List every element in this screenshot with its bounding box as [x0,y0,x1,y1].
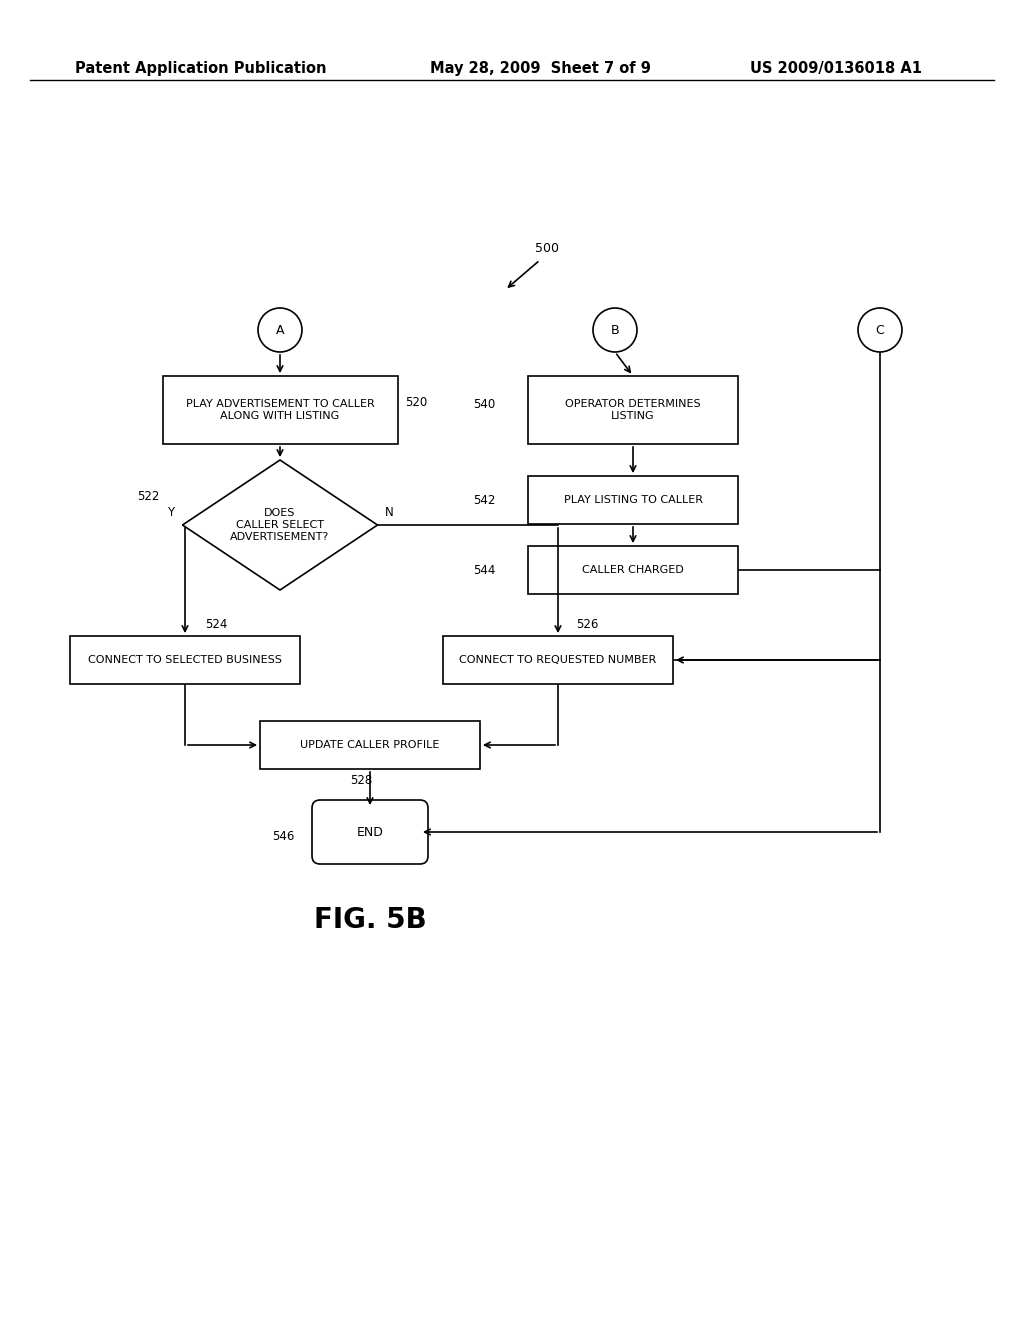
Text: 522: 522 [137,491,160,503]
Text: 526: 526 [575,618,598,631]
Text: DOES
CALLER SELECT
ADVERTISEMENT?: DOES CALLER SELECT ADVERTISEMENT? [230,508,330,541]
Text: Y: Y [167,507,174,520]
Text: C: C [876,323,885,337]
Text: 544: 544 [473,564,496,577]
Text: Patent Application Publication: Patent Application Publication [75,61,327,75]
FancyBboxPatch shape [528,477,738,524]
Text: CONNECT TO SELECTED BUSINESS: CONNECT TO SELECTED BUSINESS [88,655,282,665]
FancyBboxPatch shape [528,546,738,594]
Text: END: END [356,825,383,838]
Text: 540: 540 [473,399,496,412]
Text: 524: 524 [205,618,227,631]
Text: FIG. 5B: FIG. 5B [313,906,426,935]
FancyBboxPatch shape [260,721,480,770]
Text: US 2009/0136018 A1: US 2009/0136018 A1 [750,61,922,75]
FancyBboxPatch shape [312,800,428,865]
Text: 542: 542 [473,494,496,507]
Text: 528: 528 [350,774,373,787]
Circle shape [593,308,637,352]
Text: A: A [275,323,285,337]
Text: PLAY LISTING TO CALLER: PLAY LISTING TO CALLER [563,495,702,506]
Text: PLAY ADVERTISEMENT TO CALLER
ALONG WITH LISTING: PLAY ADVERTISEMENT TO CALLER ALONG WITH … [185,399,375,421]
Circle shape [858,308,902,352]
Circle shape [258,308,302,352]
Text: CALLER CHARGED: CALLER CHARGED [582,565,684,576]
Text: N: N [385,507,394,520]
FancyBboxPatch shape [70,636,300,684]
FancyBboxPatch shape [528,376,738,444]
Text: 500: 500 [535,242,559,255]
Polygon shape [182,459,378,590]
Text: B: B [610,323,620,337]
Text: May 28, 2009  Sheet 7 of 9: May 28, 2009 Sheet 7 of 9 [430,61,651,75]
Text: UPDATE CALLER PROFILE: UPDATE CALLER PROFILE [300,741,439,750]
FancyBboxPatch shape [163,376,397,444]
Text: 520: 520 [406,396,428,408]
Text: OPERATOR DETERMINES
LISTING: OPERATOR DETERMINES LISTING [565,399,700,421]
Text: 546: 546 [272,830,294,843]
FancyBboxPatch shape [443,636,673,684]
Text: CONNECT TO REQUESTED NUMBER: CONNECT TO REQUESTED NUMBER [460,655,656,665]
